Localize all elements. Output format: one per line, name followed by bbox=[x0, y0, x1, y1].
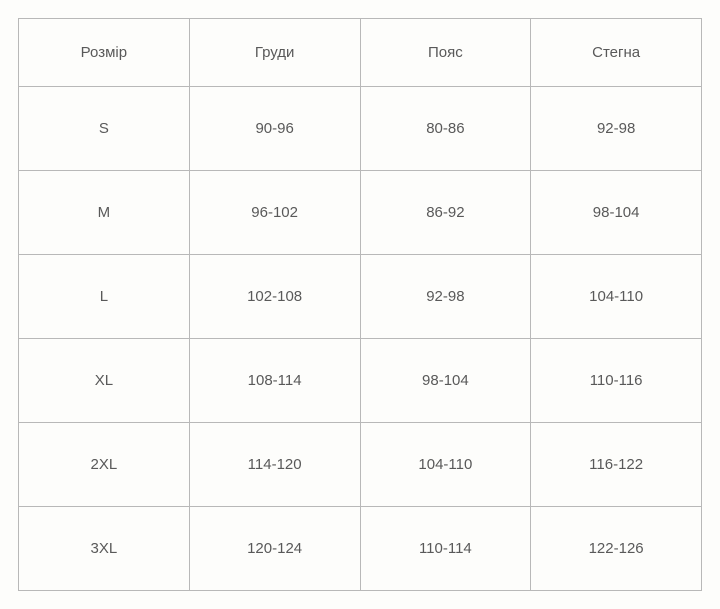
cell-size: M bbox=[19, 171, 190, 255]
cell-chest: 102-108 bbox=[189, 255, 360, 339]
cell-size: 2XL bbox=[19, 423, 190, 507]
cell-chest: 114-120 bbox=[189, 423, 360, 507]
cell-waist: 80-86 bbox=[360, 87, 531, 171]
table-row: M 96-102 86-92 98-104 bbox=[19, 171, 702, 255]
cell-hips: 116-122 bbox=[531, 423, 702, 507]
table-row: 3XL 120-124 110-114 122-126 bbox=[19, 507, 702, 591]
table-row: 2XL 114-120 104-110 116-122 bbox=[19, 423, 702, 507]
column-header-size: Розмір bbox=[19, 19, 190, 87]
column-header-hips: Стегна bbox=[531, 19, 702, 87]
cell-size: XL bbox=[19, 339, 190, 423]
column-header-chest: Груди bbox=[189, 19, 360, 87]
cell-chest: 120-124 bbox=[189, 507, 360, 591]
cell-size: 3XL bbox=[19, 507, 190, 591]
cell-waist: 86-92 bbox=[360, 171, 531, 255]
cell-size: S bbox=[19, 87, 190, 171]
column-header-waist: Пояс bbox=[360, 19, 531, 87]
cell-waist: 104-110 bbox=[360, 423, 531, 507]
size-chart-table: Розмір Груди Пояс Стегна S 90-96 80-86 9… bbox=[18, 18, 702, 591]
table-row: S 90-96 80-86 92-98 bbox=[19, 87, 702, 171]
cell-waist: 98-104 bbox=[360, 339, 531, 423]
table-header-row: Розмір Груди Пояс Стегна bbox=[19, 19, 702, 87]
cell-waist: 110-114 bbox=[360, 507, 531, 591]
cell-chest: 90-96 bbox=[189, 87, 360, 171]
cell-chest: 96-102 bbox=[189, 171, 360, 255]
table-row: L 102-108 92-98 104-110 bbox=[19, 255, 702, 339]
cell-hips: 98-104 bbox=[531, 171, 702, 255]
cell-hips: 104-110 bbox=[531, 255, 702, 339]
cell-hips: 110-116 bbox=[531, 339, 702, 423]
cell-chest: 108-114 bbox=[189, 339, 360, 423]
table-row: XL 108-114 98-104 110-116 bbox=[19, 339, 702, 423]
cell-hips: 92-98 bbox=[531, 87, 702, 171]
cell-size: L bbox=[19, 255, 190, 339]
cell-hips: 122-126 bbox=[531, 507, 702, 591]
cell-waist: 92-98 bbox=[360, 255, 531, 339]
